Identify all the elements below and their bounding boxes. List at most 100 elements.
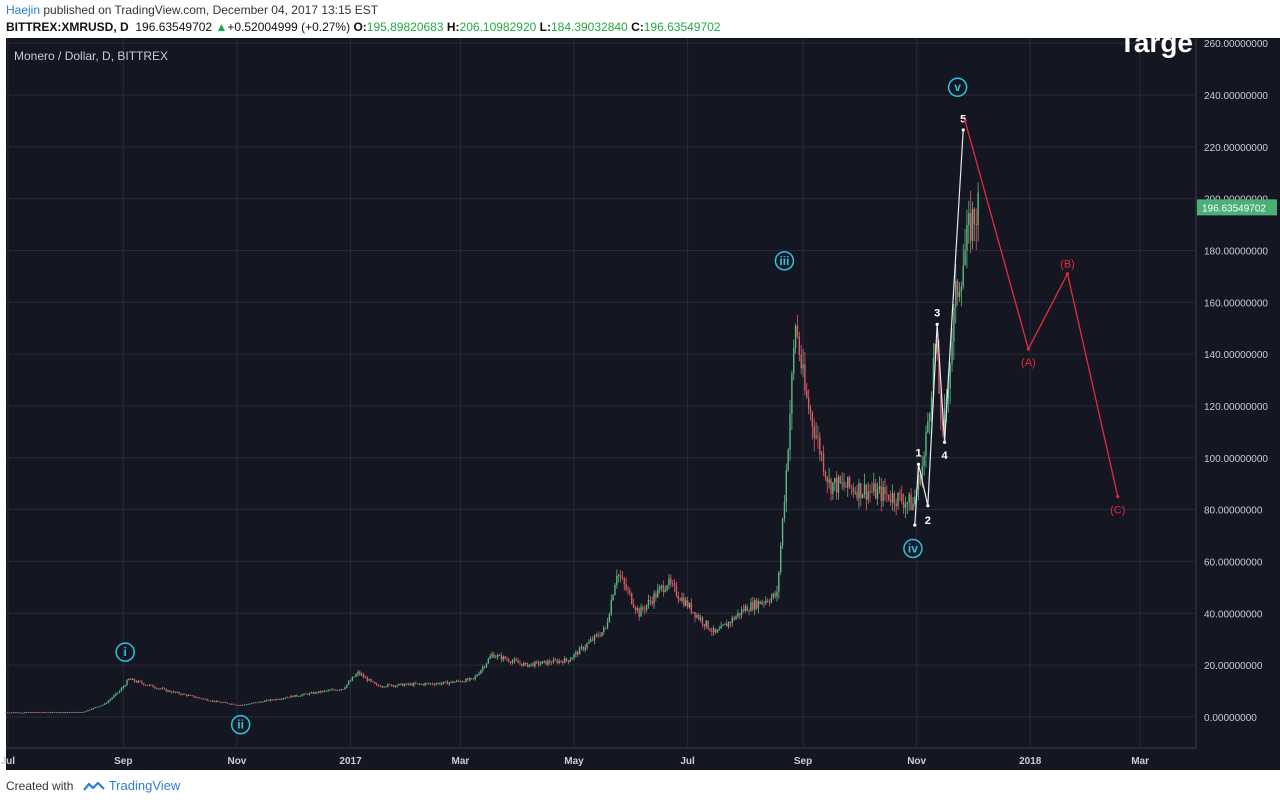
candle-body <box>690 603 693 613</box>
candle <box>964 228 966 266</box>
candle-body <box>308 693 311 695</box>
candle <box>541 661 544 664</box>
candle <box>223 701 225 703</box>
candle <box>331 688 333 691</box>
candle-body <box>92 707 95 710</box>
author-link[interactable]: Haejin <box>6 3 41 17</box>
candle <box>74 712 76 713</box>
candle-body <box>396 685 398 687</box>
candle-body <box>444 681 447 683</box>
candle <box>344 686 346 690</box>
sub-wave-point <box>916 462 921 466</box>
candle <box>152 684 154 688</box>
candle <box>552 657 555 664</box>
candle-body <box>638 608 640 617</box>
candle-body <box>856 492 858 499</box>
candle-body <box>599 635 601 637</box>
candle <box>415 681 417 685</box>
candle <box>489 653 491 660</box>
candle <box>837 474 840 500</box>
candle-body <box>537 661 540 665</box>
candle <box>122 685 125 690</box>
tradingview-brand-link[interactable]: TradingView <box>108 778 181 793</box>
candle-body <box>107 700 110 703</box>
candle-body <box>277 698 279 700</box>
candle-body <box>53 712 56 713</box>
candle <box>90 708 93 710</box>
candle-body <box>90 709 93 710</box>
candle <box>349 679 352 682</box>
candle-body <box>603 627 605 633</box>
candle-body <box>744 606 747 612</box>
candle <box>569 656 571 663</box>
candle-body <box>947 388 950 399</box>
candle <box>971 201 974 250</box>
candle <box>554 657 557 661</box>
candle <box>688 601 691 609</box>
candle-body <box>387 684 389 687</box>
open-label: O: <box>353 20 367 34</box>
candle-body <box>891 493 894 503</box>
candle-body <box>105 702 108 704</box>
candle-body <box>27 712 30 713</box>
candle <box>733 615 735 621</box>
time-axis[interactable] <box>6 748 1196 770</box>
candle-body <box>794 325 797 348</box>
plot-area[interactable] <box>6 38 1196 748</box>
candle-body <box>131 678 134 680</box>
candle-body <box>927 421 929 433</box>
candle <box>895 498 897 516</box>
candle <box>670 574 672 588</box>
low-value: 184.39032840 <box>550 20 628 34</box>
candle <box>528 664 531 668</box>
projection-point <box>1065 272 1070 276</box>
candle-body <box>766 600 769 602</box>
candle <box>578 646 581 655</box>
candle <box>100 705 102 707</box>
candle-body <box>258 701 260 703</box>
candle-body <box>964 250 966 266</box>
candle <box>219 701 221 703</box>
candle <box>809 404 812 421</box>
price-tick-label: 260.00000000 <box>1204 39 1268 50</box>
candle <box>657 583 659 598</box>
candle <box>89 709 91 711</box>
candle-body <box>301 694 303 696</box>
candle-body <box>590 639 592 642</box>
candle <box>498 653 501 656</box>
price-axis[interactable] <box>1196 38 1280 770</box>
candle <box>221 702 223 704</box>
candle-body <box>375 683 378 685</box>
candle-body <box>657 589 659 598</box>
candle <box>858 479 860 509</box>
candle <box>20 712 22 714</box>
candle <box>346 684 348 689</box>
candle <box>463 681 465 683</box>
candle-body <box>658 587 661 590</box>
candle-body <box>191 695 193 697</box>
candle-body <box>418 683 421 685</box>
candle-body <box>623 578 625 584</box>
candle-body <box>552 659 555 664</box>
candle-body <box>189 695 192 696</box>
candle-body <box>316 692 318 693</box>
candle <box>556 658 558 665</box>
candle-body <box>102 704 104 706</box>
candle <box>591 636 594 642</box>
projection-label-B: (B) <box>1060 258 1075 270</box>
candle-body <box>135 681 138 683</box>
candle-body <box>834 478 836 483</box>
sub-wave-label-1: 1 <box>915 448 921 460</box>
candle <box>509 660 512 666</box>
created-with-text: Created with <box>6 779 74 793</box>
candle-body <box>586 643 588 648</box>
candle <box>441 681 443 686</box>
candle <box>580 643 583 651</box>
candle <box>286 696 288 699</box>
candle <box>625 577 627 592</box>
candle <box>707 620 709 630</box>
candle <box>347 679 350 686</box>
candle-body <box>565 658 568 661</box>
candle <box>113 694 115 699</box>
